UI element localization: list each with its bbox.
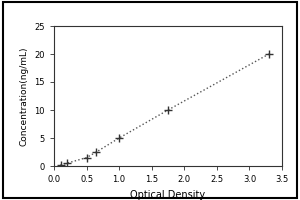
X-axis label: Optical Density: Optical Density <box>130 190 206 200</box>
Point <box>166 108 170 112</box>
Y-axis label: Concentration(ng/mL): Concentration(ng/mL) <box>20 46 29 146</box>
Point <box>64 162 69 165</box>
Point <box>117 136 122 140</box>
Point <box>84 156 89 159</box>
Point <box>58 163 63 166</box>
Point <box>94 150 99 154</box>
Point <box>267 52 272 56</box>
